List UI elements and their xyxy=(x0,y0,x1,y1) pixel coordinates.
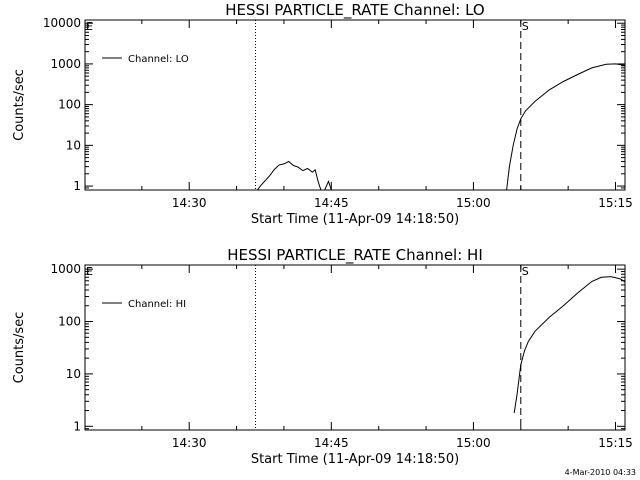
series-line xyxy=(324,180,332,190)
legend-label: Channel: LO xyxy=(128,54,189,65)
footer-timestamp: 4-Mar-2010 04:33 xyxy=(565,468,636,477)
legend-label: Channel: HI xyxy=(128,299,186,310)
y-tick-label: 100 xyxy=(58,98,81,112)
x-tick-label: 14:30 xyxy=(172,436,207,450)
y-tick-label: 1 xyxy=(73,419,81,433)
series-line xyxy=(506,63,625,190)
chart-title: HESSI PARTICLE_RATE Channel: HI xyxy=(227,246,483,265)
y-tick-label: 1000 xyxy=(50,262,81,276)
x-tick-label: 15:15 xyxy=(598,436,633,450)
x-tick-label: 14:45 xyxy=(314,196,349,210)
x-axis-label: Start Time (11-Apr-09 14:18:50) xyxy=(251,452,459,467)
x-tick-label: 14:30 xyxy=(172,196,207,210)
series-line xyxy=(256,160,322,190)
y-tick-label: 1 xyxy=(73,179,81,193)
y-tick-label: 100 xyxy=(58,315,81,329)
y-axis-label: Counts/sec xyxy=(12,312,27,384)
plot-frame xyxy=(84,19,626,191)
event-marker-label: S xyxy=(522,265,529,278)
chart-title: HESSI PARTICLE_RATE Channel: LO xyxy=(225,1,484,20)
x-tick-label: 15:00 xyxy=(456,196,491,210)
y-tick-label: 10000 xyxy=(43,16,81,30)
y-axis-label: Counts/sec xyxy=(12,69,27,141)
x-tick-label: 14:45 xyxy=(314,436,349,450)
plot-frame xyxy=(84,264,626,431)
event-marker-label: E xyxy=(86,20,93,33)
x-axis-label: Start Time (11-Apr-09 14:18:50) xyxy=(251,212,459,227)
series-line xyxy=(513,276,625,413)
x-tick-label: 15:15 xyxy=(598,196,633,210)
y-tick-label: 10 xyxy=(66,367,81,381)
event-marker-label: S xyxy=(522,20,529,33)
x-tick-label: 15:00 xyxy=(456,436,491,450)
y-tick-label: 10 xyxy=(66,138,81,152)
y-tick-label: 1000 xyxy=(50,57,81,71)
event-marker-label: E xyxy=(86,265,93,278)
